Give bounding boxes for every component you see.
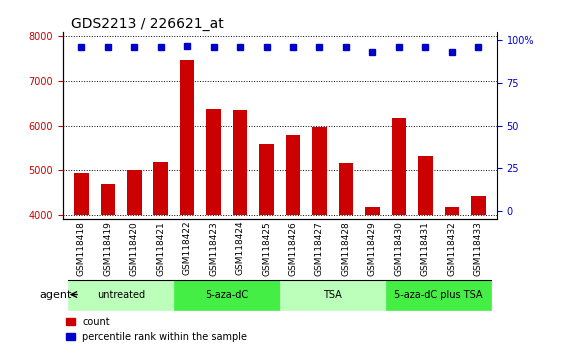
- Bar: [127, 170, 142, 215]
- Bar: [365, 207, 380, 215]
- Bar: [385, 280, 492, 309]
- Bar: [74, 173, 89, 215]
- Text: 5-aza-dC plus TSA: 5-aza-dC plus TSA: [395, 290, 483, 299]
- Text: TSA: TSA: [323, 290, 342, 299]
- Bar: [280, 280, 385, 309]
- Bar: [286, 135, 300, 215]
- Text: untreated: untreated: [97, 290, 145, 299]
- Bar: [471, 196, 485, 215]
- Bar: [100, 184, 115, 215]
- Text: 5-aza-dC: 5-aza-dC: [206, 290, 248, 299]
- Bar: [392, 118, 406, 215]
- Bar: [312, 127, 327, 215]
- Text: GDS2213 / 226621_at: GDS2213 / 226621_at: [71, 17, 224, 31]
- Bar: [206, 109, 221, 215]
- Legend: count, percentile rank within the sample: count, percentile rank within the sample: [62, 313, 251, 346]
- Bar: [418, 156, 433, 215]
- Bar: [259, 144, 274, 215]
- Bar: [174, 280, 280, 309]
- Bar: [444, 206, 459, 215]
- Text: agent: agent: [39, 290, 71, 299]
- Bar: [339, 163, 353, 215]
- Bar: [68, 280, 174, 309]
- Bar: [233, 110, 247, 215]
- Bar: [180, 59, 195, 215]
- Bar: [154, 162, 168, 215]
